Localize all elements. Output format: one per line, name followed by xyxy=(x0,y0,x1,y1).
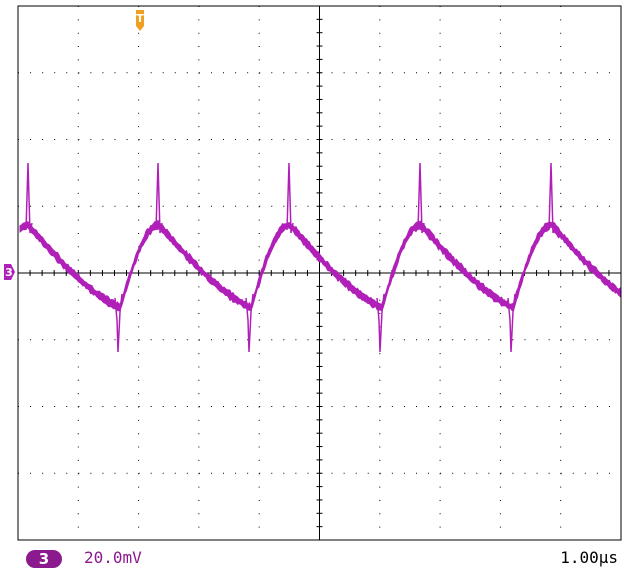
waveform-spike xyxy=(287,163,293,233)
waveform-spike xyxy=(26,163,32,233)
trigger-label: T xyxy=(136,12,144,25)
channel-3-ground-marker[interactable]: 3 xyxy=(4,264,15,280)
trigger-marker[interactable]: T xyxy=(136,10,144,31)
waveform-spike xyxy=(377,294,384,352)
channel-badge[interactable]: 3 xyxy=(26,550,62,568)
channel-scale: 20.0mV xyxy=(84,548,142,567)
graticule xyxy=(18,6,621,540)
oscilloscope-display: T 3 xyxy=(0,0,624,545)
waveform-spike xyxy=(418,163,424,233)
timebase-scale: 1.00µs xyxy=(560,548,618,567)
waveform-spike xyxy=(156,163,162,233)
status-bar: 3 20.0mV 1.00µs xyxy=(0,545,624,573)
channel-marker-label: 3 xyxy=(5,266,13,279)
waveform-spike xyxy=(508,294,515,352)
